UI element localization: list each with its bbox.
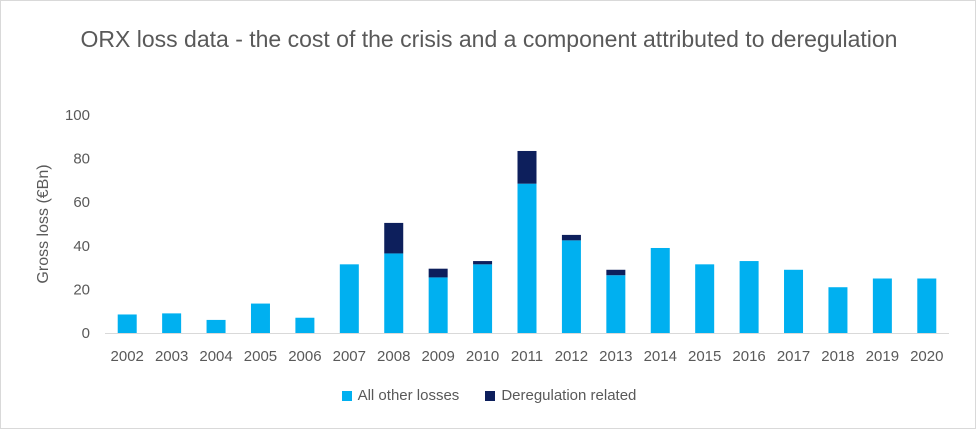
x-tick-label: 2006 <box>288 348 321 365</box>
x-tick-label: 2003 <box>155 348 188 365</box>
y-axis-ticks: 0 20 40 60 80 100 <box>65 107 90 342</box>
x-tick-label: 2013 <box>599 348 632 365</box>
bar-deregulation-2009 <box>428 268 448 278</box>
bar-other-2003 <box>162 313 182 333</box>
x-tick-label: 2017 <box>777 348 810 365</box>
x-tick-label: 2015 <box>688 348 721 365</box>
x-tick-label: 2010 <box>466 348 499 365</box>
x-tick-label: 2011 <box>511 348 543 365</box>
legend: All other losses Deregulation related <box>1 387 976 404</box>
bar-deregulation-2008 <box>384 222 404 254</box>
bar-deregulation-2011 <box>517 150 537 184</box>
bar-other-2013 <box>606 275 626 333</box>
bar-other-2006 <box>295 317 315 333</box>
bar-other-2012 <box>561 240 581 333</box>
x-tick-label: 2020 <box>910 348 943 365</box>
bar-other-2008 <box>384 253 404 333</box>
bar-other-2018 <box>828 287 848 333</box>
x-tick-label: 2007 <box>333 348 366 365</box>
x-tick-label: 2014 <box>644 348 677 365</box>
legend-item-deregulation: Deregulation related <box>485 387 636 404</box>
y-tick-label: 100 <box>65 107 90 124</box>
bars <box>117 150 937 333</box>
bar-deregulation-2012 <box>561 234 581 241</box>
bar-other-2020 <box>917 278 937 333</box>
y-tick-label: 20 <box>73 281 90 298</box>
x-tick-label: 2016 <box>732 348 765 365</box>
x-tick-label: 2009 <box>421 348 454 365</box>
bar-other-2009 <box>428 277 448 333</box>
y-tick-label: 0 <box>82 325 90 342</box>
legend-swatch-deregulation <box>485 390 496 401</box>
bar-other-2017 <box>784 269 804 333</box>
legend-label-other: All other losses <box>357 387 460 404</box>
y-tick-label: 80 <box>73 151 90 168</box>
y-axis-label: Gross loss (€Bn) <box>35 164 52 283</box>
y-tick-label: 60 <box>73 194 90 211</box>
legend-item-other: All other losses <box>341 387 460 404</box>
bar-deregulation-2013 <box>606 269 626 276</box>
x-tick-label: 2005 <box>244 348 277 365</box>
bar-deregulation-2010 <box>473 261 493 265</box>
x-tick-label: 2004 <box>199 348 232 365</box>
bar-other-2010 <box>473 264 493 333</box>
bar-other-2014 <box>650 247 670 333</box>
bar-other-2011 <box>517 183 537 333</box>
bar-other-2015 <box>695 264 715 333</box>
bar-other-2004 <box>206 319 226 333</box>
x-tick-label: 2012 <box>555 348 588 365</box>
x-tick-label: 2002 <box>111 348 144 365</box>
bar-other-2019 <box>872 278 892 333</box>
bar-other-2007 <box>339 264 359 333</box>
bar-other-2005 <box>250 303 270 333</box>
bar-other-2016 <box>739 261 759 333</box>
x-tick-label: 2019 <box>866 348 899 365</box>
y-tick-label: 40 <box>73 238 90 255</box>
bar-other-2002 <box>117 314 137 333</box>
legend-swatch-other <box>341 390 352 401</box>
x-tick-label: 2008 <box>377 348 410 365</box>
x-tick-label: 2018 <box>821 348 854 365</box>
x-axis-ticks: 2002 2003 2004 2005 2006 2007 2008 2009 2010 2011… <box>111 348 944 365</box>
chart-title: ORX loss data - the cost of the crisis a… <box>80 26 898 52</box>
legend-label-deregulation: Deregulation related <box>501 387 637 404</box>
